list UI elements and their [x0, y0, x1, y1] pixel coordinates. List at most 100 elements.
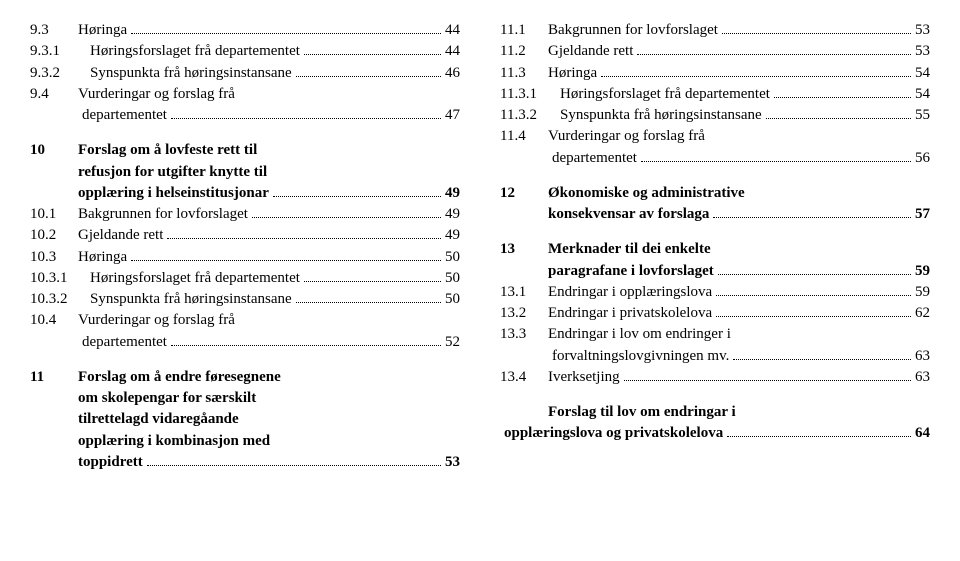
- toc-entry: 13.1Endringar i opplæringslova 59: [500, 282, 930, 302]
- toc-page: 55: [915, 105, 930, 125]
- toc-entry: 9.3.1Høringsforslaget frå departementet4…: [30, 41, 460, 61]
- toc-entry-continuation: refusjon for utgifter knytte til: [30, 162, 460, 182]
- toc-entry: 13.2Endringar i privatskolelova62: [500, 303, 930, 323]
- toc-right-column: 11.1Bakgrunnen for lovforslaget5311.2Gje…: [500, 20, 930, 473]
- toc-number: 9.3.1: [30, 41, 86, 61]
- toc-page: 63: [915, 346, 930, 366]
- toc-entry: 13Merknader til dei enkelte: [500, 239, 930, 259]
- toc-number: 13.2: [500, 303, 544, 323]
- toc-label: Endringar i privatskolelova: [544, 303, 712, 323]
- toc-label: paragrafane i lovforslaget: [544, 261, 714, 281]
- toc-spacer: [30, 353, 460, 367]
- toc-label: opplæring i helseinstitusjonar: [74, 183, 269, 203]
- toc-page: 49: [445, 204, 460, 224]
- toc-number: 13.3: [500, 324, 544, 344]
- toc-label: Høringsforslaget frå departementet: [556, 84, 770, 104]
- toc-number: 11.3.2: [500, 105, 556, 125]
- toc-label: Høringa: [74, 247, 127, 267]
- toc-entry: 10.3.1Høringsforslaget frå departementet…: [30, 268, 460, 288]
- toc-number: 10.1: [30, 204, 74, 224]
- toc-label: opplæringslova og privatskolelova: [500, 423, 723, 443]
- toc-entry: 11.3.2Synspunkta frå høringsinstansane 55: [500, 105, 930, 125]
- toc-page: 44: [445, 20, 460, 40]
- toc-entry: 11.2Gjeldande rett53: [500, 41, 930, 61]
- toc-entry-continuation: departementet47: [30, 105, 460, 125]
- toc-number: 13: [500, 239, 544, 259]
- toc-leader-dots: [766, 118, 911, 119]
- toc-entry: 13.3Endringar i lov om endringer i: [500, 324, 930, 344]
- toc-leader-dots: [722, 33, 911, 34]
- toc-label: forvaltningslovgivningen mv.: [548, 346, 729, 366]
- toc-label: departementet: [548, 148, 637, 168]
- toc-leader-dots: [718, 274, 911, 275]
- toc-page: 46: [445, 63, 460, 83]
- toc-page: 52: [445, 332, 460, 352]
- toc-leader-dots: [252, 217, 441, 218]
- toc-leader-dots: [273, 196, 441, 197]
- toc-entry: 11.3Høringa54: [500, 63, 930, 83]
- toc-label: Synspunkta frå høringsinstansane: [556, 105, 762, 125]
- toc-spacer: [30, 126, 460, 140]
- toc-label: Vurderingar og forslag frå: [544, 126, 705, 146]
- toc-number: 11.3: [500, 63, 544, 83]
- toc-page: 59: [915, 282, 930, 302]
- toc-leader-dots: [131, 33, 441, 34]
- toc-leader-dots: [304, 281, 441, 282]
- toc-leader-dots: [296, 302, 441, 303]
- toc-page: 44: [445, 41, 460, 61]
- toc-page: 63: [915, 367, 930, 387]
- toc-label: om skolepengar for særskilt: [74, 388, 256, 408]
- toc-entry: 10.1Bakgrunnen for lovforslaget 49: [30, 204, 460, 224]
- toc-number: 10.4: [30, 310, 74, 330]
- toc-spacer: [500, 388, 930, 402]
- toc-label: refusjon for utgifter knytte til: [74, 162, 267, 182]
- toc-entry: 12Økonomiske og administrative: [500, 183, 930, 203]
- toc-leader-dots: [733, 359, 911, 360]
- toc-leader-dots: [167, 238, 441, 239]
- toc-label: konsekvensar av forslaga: [544, 204, 709, 224]
- toc-label: departementet: [78, 332, 167, 352]
- toc-columns: 9.3Høringa449.3.1Høringsforslaget frå de…: [30, 20, 930, 473]
- toc-label: Bakgrunnen for lovforslaget: [74, 204, 248, 224]
- toc-label: Merknader til dei enkelte: [544, 239, 711, 259]
- toc-page: 47: [445, 105, 460, 125]
- toc-label: Økonomiske og administrative: [544, 183, 745, 203]
- toc-label: Iverksetjing: [544, 367, 620, 387]
- toc-page: 54: [915, 84, 930, 104]
- toc-page: 57: [915, 204, 930, 224]
- toc-page: 50: [445, 247, 460, 267]
- toc-label: tilrettelagd vidaregåande: [74, 409, 239, 429]
- toc-page: 53: [915, 20, 930, 40]
- toc-label: Bakgrunnen for lovforslaget: [544, 20, 718, 40]
- toc-left-column: 9.3Høringa449.3.1Høringsforslaget frå de…: [30, 20, 460, 473]
- toc-label: Forslag til lov om endringar i: [544, 402, 736, 422]
- toc-entry: 11.3.1Høringsforslaget frå departementet…: [500, 84, 930, 104]
- toc-label: Vurderingar og forslag frå: [74, 310, 235, 330]
- toc-number: 11.3.1: [500, 84, 556, 104]
- toc-page: 53: [915, 41, 930, 61]
- toc-number: 13.1: [500, 282, 544, 302]
- toc-number: 10.3.2: [30, 289, 86, 309]
- toc-leader-dots: [304, 54, 441, 55]
- toc-number: 10.2: [30, 225, 74, 245]
- toc-label: Forslag om å lovfeste rett til: [74, 140, 257, 160]
- toc-entry-continuation: toppidrett53: [30, 452, 460, 472]
- toc-entry-continuation: departementet 52: [30, 332, 460, 352]
- toc-entry: 11.4Vurderingar og forslag frå: [500, 126, 930, 146]
- toc-page: 56: [915, 148, 930, 168]
- toc-label: Endringar i lov om endringer i: [544, 324, 731, 344]
- toc-leader-dots: [641, 161, 911, 162]
- toc-entry: 9.3.2Synspunkta frå høringsinstansane46: [30, 63, 460, 83]
- toc-leader-dots: [601, 76, 911, 77]
- toc-entry-continuation: konsekvensar av forslaga 57: [500, 204, 930, 224]
- toc-entry: 10.2Gjeldande rett49: [30, 225, 460, 245]
- toc-entry-continuation: om skolepengar for særskilt: [30, 388, 460, 408]
- toc-label: Vurderingar og forslag frå: [74, 84, 235, 104]
- toc-entry-continuation: forvaltningslovgivningen mv. 63: [500, 346, 930, 366]
- toc-number: 10.3: [30, 247, 74, 267]
- toc-label: Høringa: [544, 63, 597, 83]
- toc-leader-dots: [171, 118, 441, 119]
- toc-entry-continuation: opplæring i kombinasjon med: [30, 431, 460, 451]
- toc-label: Endringar i opplæringslova: [544, 282, 712, 302]
- toc-entry: 13.4Iverksetjing63: [500, 367, 930, 387]
